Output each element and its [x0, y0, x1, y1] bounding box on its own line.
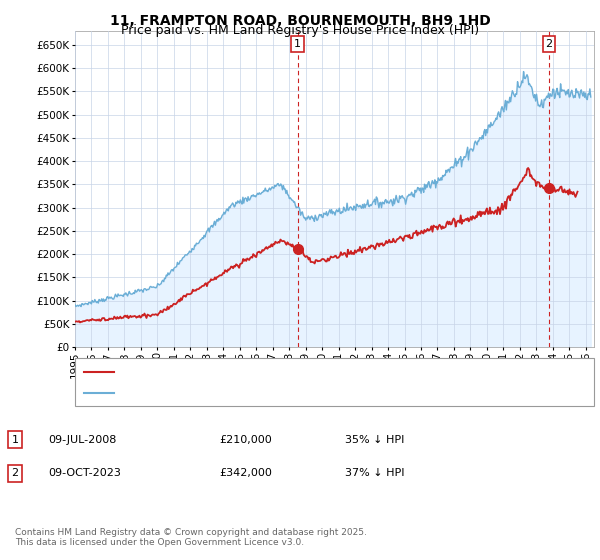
- Text: 37% ↓ HPI: 37% ↓ HPI: [345, 468, 404, 478]
- Text: 1: 1: [294, 39, 301, 49]
- Text: 09-OCT-2023: 09-OCT-2023: [48, 468, 121, 478]
- Text: 11, FRAMPTON ROAD, BOURNEMOUTH, BH9 1HD (detached house): 11, FRAMPTON ROAD, BOURNEMOUTH, BH9 1HD …: [120, 367, 469, 377]
- Text: 35% ↓ HPI: 35% ↓ HPI: [345, 435, 404, 445]
- Text: 1: 1: [11, 435, 19, 445]
- Text: £210,000: £210,000: [219, 435, 272, 445]
- Text: 09-JUL-2008: 09-JUL-2008: [48, 435, 116, 445]
- Text: £342,000: £342,000: [219, 468, 272, 478]
- Text: 2: 2: [11, 468, 19, 478]
- Text: Contains HM Land Registry data © Crown copyright and database right 2025.
This d: Contains HM Land Registry data © Crown c…: [15, 528, 367, 547]
- Text: HPI: Average price, detached house, Bournemouth Christchurch and Poole: HPI: Average price, detached house, Bour…: [120, 388, 508, 398]
- Text: 11, FRAMPTON ROAD, BOURNEMOUTH, BH9 1HD: 11, FRAMPTON ROAD, BOURNEMOUTH, BH9 1HD: [110, 14, 490, 28]
- Text: 2: 2: [545, 39, 553, 49]
- Text: Price paid vs. HM Land Registry's House Price Index (HPI): Price paid vs. HM Land Registry's House …: [121, 24, 479, 36]
